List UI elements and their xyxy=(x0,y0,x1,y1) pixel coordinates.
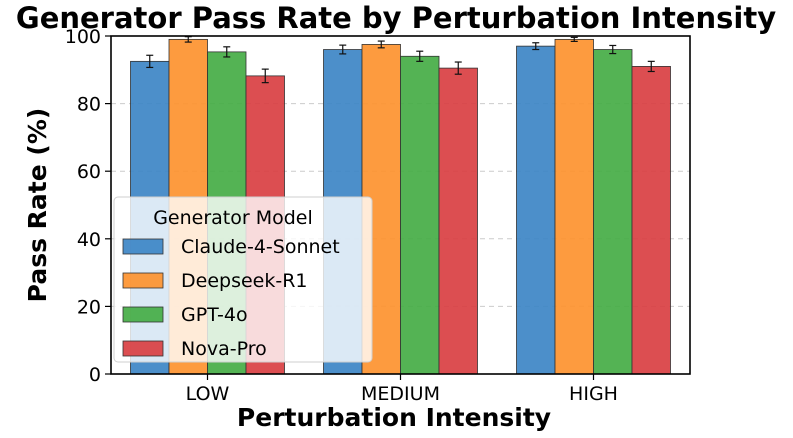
y-tick-label: 60 xyxy=(77,161,101,183)
bar-nova-pro-medium xyxy=(438,67,478,375)
legend-label: Nova-Pro xyxy=(181,338,267,360)
y-tick-label: 40 xyxy=(77,229,101,251)
legend: Generator Model Claude-4-Sonnet Deepseek-R… xyxy=(113,196,373,363)
x-tick-label: MEDIUM xyxy=(361,383,440,405)
bar-gpt-4o-high xyxy=(593,49,633,375)
legend-swatch xyxy=(122,340,164,357)
y-tick-label: 20 xyxy=(77,296,101,318)
x-tick-label: LOW xyxy=(186,383,230,405)
y-tick-label: 100 xyxy=(65,26,101,48)
legend-label: GPT-4o xyxy=(181,304,248,326)
legend-swatch xyxy=(122,272,164,289)
legend-swatch xyxy=(122,306,164,323)
legend-box xyxy=(113,196,373,363)
legend-label: Claude-4-Sonnet xyxy=(181,236,340,258)
legend-title: Generator Model xyxy=(153,207,313,229)
chart-title: Generator Pass Rate by Perturbation Inte… xyxy=(16,1,776,35)
axes-layer: 0 20 40 60 80 100 LOW MEDIUM HIGH xyxy=(65,26,691,405)
x-tick-label: HIGH xyxy=(569,383,618,405)
legend-label: Deepseek-R1 xyxy=(181,270,308,292)
y-tick-label: 0 xyxy=(89,364,101,386)
y-tick-label: 80 xyxy=(77,94,101,116)
bar-claude-4-sonnet-high xyxy=(516,45,556,375)
bar-gpt-4o-medium xyxy=(400,55,440,375)
y-axis-label: Pass Rate (%) xyxy=(23,108,52,303)
bar-nova-pro-high xyxy=(631,66,671,375)
legend-swatch xyxy=(122,238,164,255)
plot-frame xyxy=(110,35,691,375)
x-axis-label: Perturbation Intensity xyxy=(237,403,551,432)
bar-deepseek-r1-high xyxy=(554,38,594,375)
